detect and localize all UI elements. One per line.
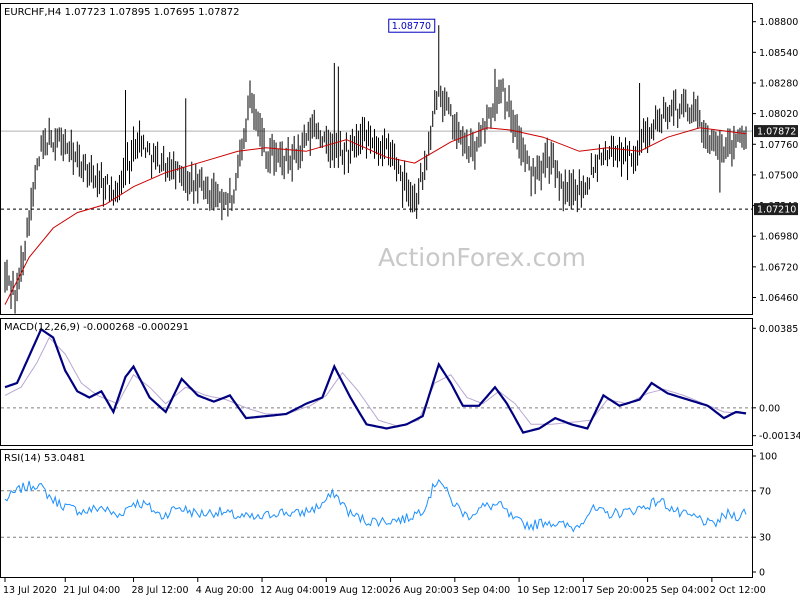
price-pane-frame [0, 3, 753, 315]
macd-signal-line [4, 336, 747, 427]
price-axis-label: 1.06720 [759, 262, 798, 273]
moving-average-line [4, 127, 747, 305]
rsi-axis-label: 0 [759, 568, 765, 579]
price-axis-label: 1.07760 [759, 140, 798, 151]
macd-pane-frame [0, 318, 753, 446]
price-axis-label: 1.08020 [759, 109, 798, 120]
price-axis-label: 1.06460 [759, 293, 798, 304]
high-annotation-box [388, 18, 436, 33]
macd-axis-label: 0.00385 [759, 324, 798, 335]
watermark: ActionForex.com [378, 243, 586, 272]
rsi-pane: 100 70 30 0 RSI(14) 53.0481 [0, 449, 777, 579]
support-price-label: 1.07210 [757, 205, 796, 216]
time-axis-label: 13 Jul 2020 [3, 585, 57, 596]
time-axis-label: 4 Aug 20:00 [196, 585, 254, 596]
time-axis-label: 17 Sep 20:00 [581, 585, 644, 596]
time-axis-label: 28 Jul 12:00 [132, 585, 189, 596]
high-annotation: 1.08770 [388, 18, 436, 33]
time-axis-label: 19 Aug 12:00 [324, 585, 388, 596]
price-axis-label: 1.06980 [759, 232, 798, 243]
time-axis-label: 12 Aug 04:00 [260, 585, 324, 596]
time-axis-label: 26 Aug 20:00 [389, 585, 453, 596]
time-axis-label: 25 Sep 04:00 [646, 585, 709, 596]
rsi-axis-label: 30 [759, 533, 771, 544]
time-axis-label: 3 Sep 04:00 [453, 585, 510, 596]
time-axis-label: 21 Jul 04:00 [63, 585, 120, 596]
rsi-title: RSI(14) 53.0481 [4, 453, 85, 464]
macd-axis-label: 0.00 [759, 403, 780, 414]
macd-main-line [4, 327, 747, 434]
price-axis-label: 1.07500 [759, 170, 798, 181]
price-axis-label: 1.08540 [759, 48, 798, 59]
time-axis: 13 Jul 2020 21 Jul 04:00 28 Jul 12:00 4 Aug… [3, 578, 766, 596]
time-axis-label: 2 Oct 12:00 [710, 585, 766, 596]
macd-axis-label: -0.001348 [759, 431, 800, 442]
price-axis-label: 1.08800 [759, 17, 798, 28]
support-price-tag [754, 203, 798, 216]
macd-pane: 0.00385 0.00 -0.001348 MACD(12,26,9) -0.00… [0, 318, 800, 446]
current-price-tag [754, 125, 798, 138]
rsi-axis-label: 70 [759, 486, 771, 497]
macd-title: MACD(12,26,9) -0.000268 -0.000291 [4, 322, 189, 333]
rsi-line [4, 478, 747, 533]
price-title: EURCHF,H4 1.07723 1.07895 1.07695 1.0787… [4, 7, 240, 18]
price-bars [4, 25, 747, 314]
high-annotation-label: 1.08770 [392, 21, 431, 32]
price-axis-label: 1.08280 [759, 78, 798, 89]
rsi-pane-frame [0, 449, 753, 578]
current-price-label: 1.07872 [757, 127, 796, 138]
time-axis-label: 10 Sep 12:00 [517, 585, 580, 596]
rsi-axis-label: 100 [759, 452, 777, 463]
price-pane: 1.08770 1.08800 1.08540 1.08280 1.08020 1.07… [0, 3, 798, 315]
